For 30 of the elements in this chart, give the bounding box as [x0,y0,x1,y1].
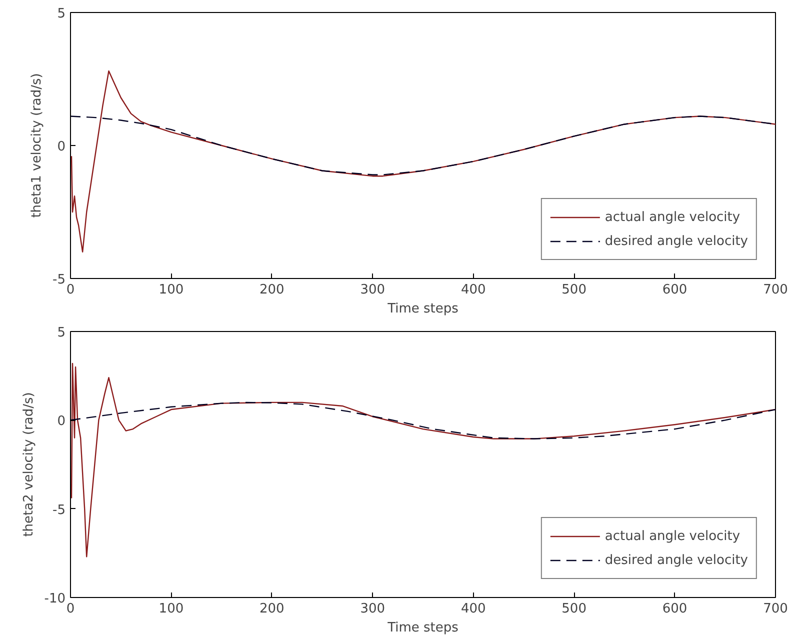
x-tick-label: 400 [460,602,486,616]
x-tick-label: 200 [260,282,284,298]
y-axis-title: theta2 velocity (rad/s) [21,392,36,537]
x-tick-label: 100 [158,282,184,298]
x-tick-label: 400 [460,282,486,298]
y-tick-label: 0 [57,414,66,430]
y-tick-label: 5 [57,6,66,22]
y-tick-label: 5 [57,326,66,340]
x-tick-label: 700 [763,602,788,616]
x-axis-title: Time steps [386,620,459,636]
x-tick-label: 600 [662,282,688,298]
x-tick-label: 300 [360,282,386,298]
y-axis-title: theta1 velocity (rad/s) [30,73,45,218]
x-tick-label: 200 [260,602,284,616]
legend-label: desired angle velocity [604,234,748,248]
y-tick-label: 0 [57,140,66,154]
x-tick-label: 300 [360,602,386,616]
y-tick-label: -10 [44,592,66,606]
y-tick-label: -5 [52,502,66,518]
x-tick-label: 500 [562,282,586,298]
legend-label: actual angle velocity [604,210,740,224]
legend-label: desired angle velocity [604,552,748,568]
x-tick-label: 600 [662,602,688,616]
y-tick-label: -5 [52,272,66,288]
line-series [70,402,776,440]
x-tick-label: 100 [158,602,184,616]
x-tick-label: 500 [562,602,586,616]
legend-label: actual angle velocity [604,528,740,544]
x-axis-title: Time steps [386,302,459,316]
x-tick-label: 700 [763,282,788,298]
